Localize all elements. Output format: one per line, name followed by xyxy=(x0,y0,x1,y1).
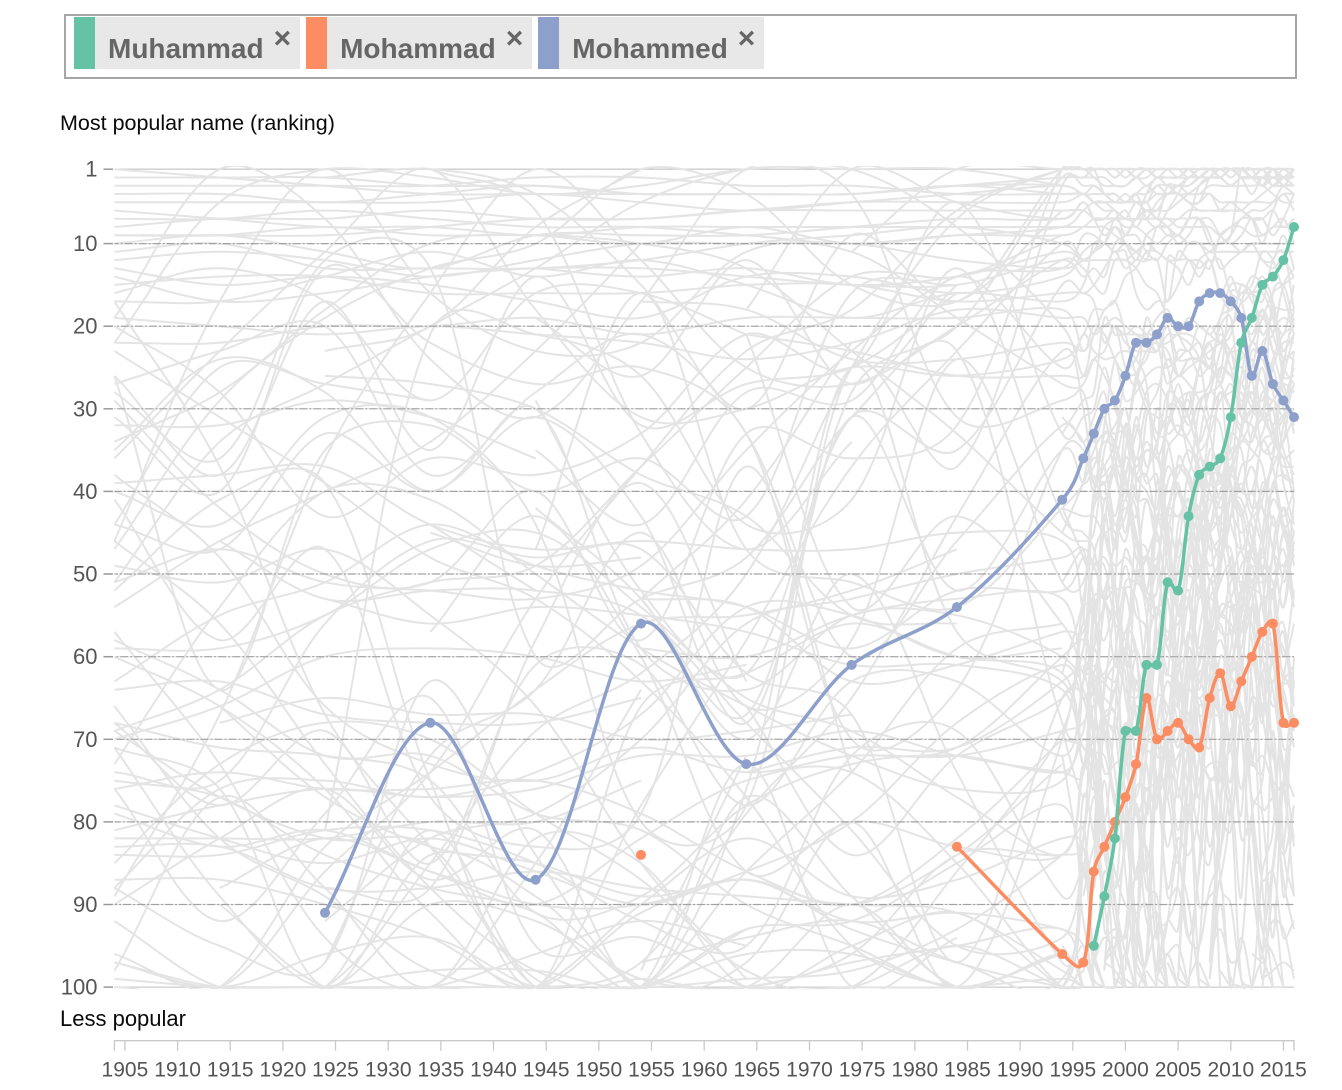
svg-text:1905: 1905 xyxy=(102,1059,149,1082)
svg-text:1920: 1920 xyxy=(260,1059,307,1082)
svg-text:1: 1 xyxy=(85,157,97,182)
svg-text:1995: 1995 xyxy=(1049,1059,1096,1082)
svg-text:1975: 1975 xyxy=(839,1059,886,1082)
svg-text:1955: 1955 xyxy=(628,1059,675,1082)
svg-text:90: 90 xyxy=(73,892,97,917)
svg-text:1990: 1990 xyxy=(997,1059,1044,1082)
svg-text:100: 100 xyxy=(61,975,98,1000)
svg-text:2000: 2000 xyxy=(1102,1059,1149,1082)
svg-text:1965: 1965 xyxy=(733,1059,780,1082)
svg-text:70: 70 xyxy=(73,727,97,752)
svg-text:10: 10 xyxy=(73,231,97,256)
svg-text:1915: 1915 xyxy=(207,1059,254,1082)
svg-text:2005: 2005 xyxy=(1155,1059,1202,1082)
svg-text:1925: 1925 xyxy=(312,1059,359,1082)
svg-text:Most popular name (ranking): Most popular name (ranking) xyxy=(60,111,335,135)
svg-text:1950: 1950 xyxy=(575,1059,622,1082)
svg-text:Less popular: Less popular xyxy=(60,1006,186,1031)
svg-text:20: 20 xyxy=(73,314,97,339)
svg-text:1930: 1930 xyxy=(365,1059,412,1082)
svg-text:2015: 2015 xyxy=(1260,1059,1307,1082)
svg-text:80: 80 xyxy=(73,809,97,834)
svg-text:1910: 1910 xyxy=(154,1059,201,1082)
svg-text:30: 30 xyxy=(73,396,97,421)
svg-text:1985: 1985 xyxy=(944,1059,991,1082)
svg-text:1940: 1940 xyxy=(470,1059,517,1082)
svg-text:1960: 1960 xyxy=(681,1059,728,1082)
svg-text:60: 60 xyxy=(73,644,97,669)
svg-text:50: 50 xyxy=(73,562,97,587)
svg-text:1970: 1970 xyxy=(786,1059,833,1082)
svg-text:1980: 1980 xyxy=(891,1059,938,1082)
svg-text:1935: 1935 xyxy=(418,1059,465,1082)
svg-text:40: 40 xyxy=(73,479,97,504)
svg-text:1945: 1945 xyxy=(523,1059,570,1082)
svg-text:2010: 2010 xyxy=(1207,1059,1254,1082)
